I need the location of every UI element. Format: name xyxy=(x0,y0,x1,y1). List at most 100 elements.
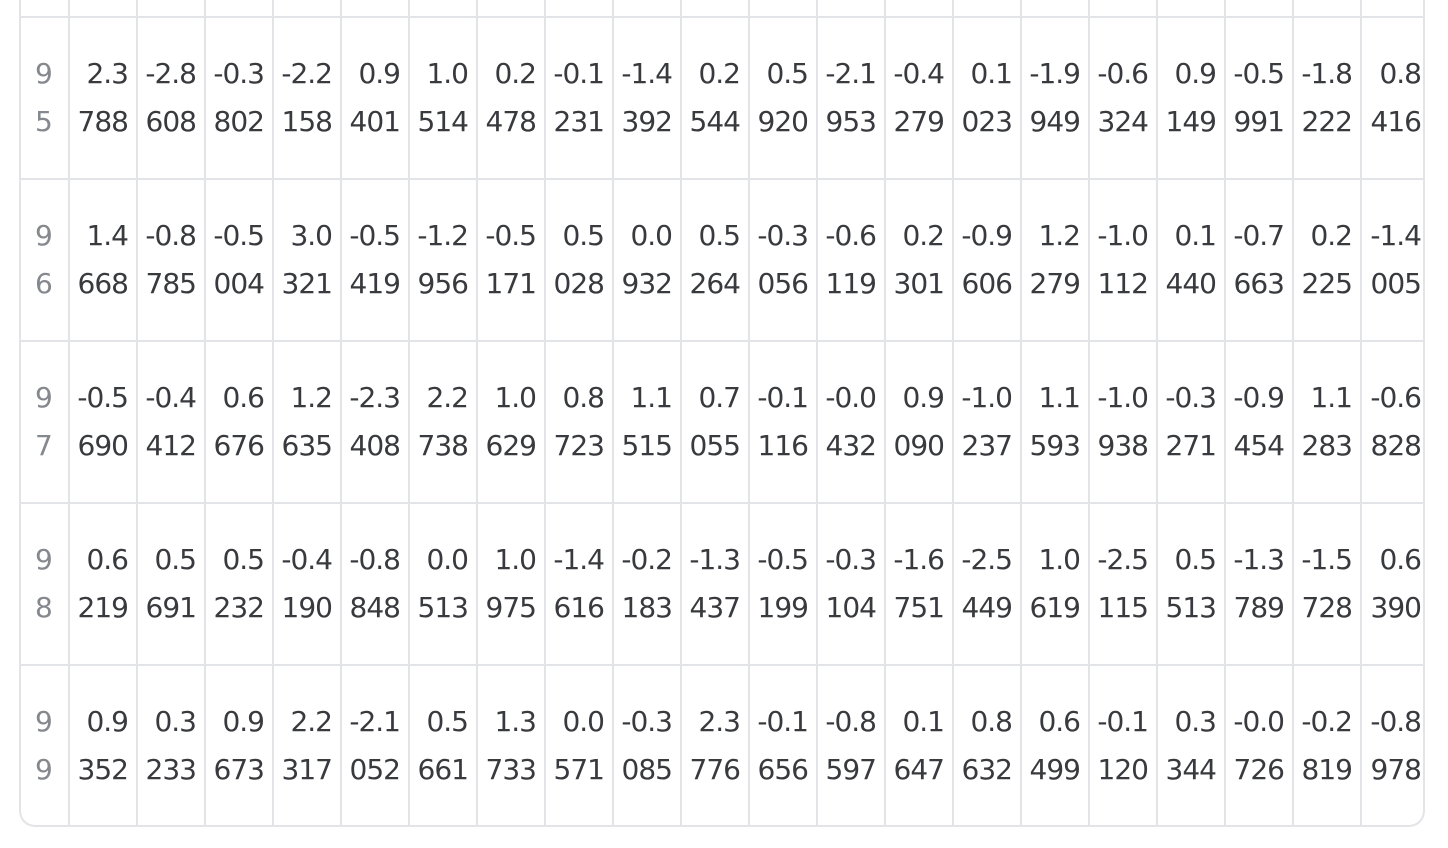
table-cell: -0.8785 xyxy=(137,179,206,342)
table-cell: 0.5028 xyxy=(545,179,614,342)
table-cell: -0.9606 xyxy=(953,179,1022,342)
table-cell: -0.5171 xyxy=(477,179,546,342)
table-cell: -0.4412 xyxy=(137,341,206,504)
table-cell-partial xyxy=(1021,0,1090,18)
table-cell: -1.4616 xyxy=(545,503,614,666)
table-cell: 0.9149 xyxy=(1157,17,1226,180)
table-cell: -0.8978 xyxy=(1370,705,1422,786)
table-row: 98 0.6219 0.5691 0.5232 -0.4190 -0.8848 0.0513… xyxy=(21,503,1423,666)
table-cell: -0.3802 xyxy=(205,17,274,180)
table-cell: 1.1593 xyxy=(1021,341,1090,504)
table-cell: 0.5232 xyxy=(205,503,274,666)
table-row: 95 2.3788 -2.8608 -0.3802 -2.2158 0.9401 1.051… xyxy=(21,17,1423,180)
table-row: 97 -0.5690 -0.4412 0.6676 1.2635 -2.3408 2.273… xyxy=(21,341,1423,504)
table-cell: -1.9949 xyxy=(1021,17,1090,180)
table-cell-partial xyxy=(1361,0,1423,18)
table-cell: -0.7663 xyxy=(1225,179,1294,342)
table-cell-partial xyxy=(69,0,138,18)
table-cell: 3.0321 xyxy=(273,179,342,342)
table-cell-partial xyxy=(21,0,70,18)
table-cell: -0.4279 xyxy=(885,17,954,180)
table-cell: 0.6676 xyxy=(205,341,274,504)
table-cell: 1.0629 xyxy=(477,341,546,504)
table-cell: -0.2183 xyxy=(613,503,682,666)
table-cell: -1.3789 xyxy=(1225,503,1294,666)
table-cell-partial xyxy=(409,0,478,18)
table-cell: 0.5513 xyxy=(1157,503,1226,666)
table-cell: -0.5991 xyxy=(1225,17,1294,180)
table-cell-partial xyxy=(885,0,954,18)
row-index-cell: 98 xyxy=(21,503,70,666)
table-cell: -1.2956 xyxy=(409,179,478,342)
table-cell: 0.7055 xyxy=(681,341,750,504)
table-cell: 0.0513 xyxy=(409,503,478,666)
table-cell: -0.9454 xyxy=(1225,341,1294,504)
table-cell: 0.6499 xyxy=(1021,665,1090,825)
table-cell: 0.2478 xyxy=(477,17,546,180)
table-cell: -0.0432 xyxy=(817,341,886,504)
table-cell: -0.6828 xyxy=(1361,341,1423,504)
table-cell: -0.3104 xyxy=(817,503,886,666)
table-cell: -0.3056 xyxy=(749,179,818,342)
table-cell: 2.2317 xyxy=(273,665,342,825)
table-cell: 0.8632 xyxy=(953,665,1022,825)
table-cell: 0.6219 xyxy=(69,503,138,666)
table-cell: 1.1515 xyxy=(613,341,682,504)
table-cell: 2.2738 xyxy=(409,341,478,504)
table-cell: 0.1440 xyxy=(1157,179,1226,342)
table-cell: -0.5690 xyxy=(69,341,138,504)
table-cell: 0.9673 xyxy=(205,665,274,825)
table-cell: -0.1120 xyxy=(1089,665,1158,825)
table-cell: 0.5920 xyxy=(749,17,818,180)
table-row-partial xyxy=(21,0,1423,18)
table-cell: -2.5115 xyxy=(1089,503,1158,666)
table-cell-partial xyxy=(1225,0,1294,18)
table-cell: 0.2544 xyxy=(681,17,750,180)
table-cell: 1.2279 xyxy=(1021,179,1090,342)
table-cell: -0.5199 xyxy=(749,503,818,666)
table-cell: -2.2158 xyxy=(273,17,342,180)
row-index-cell: 97 xyxy=(21,341,70,504)
table-cell: -1.6751 xyxy=(885,503,954,666)
table-cell-partial xyxy=(1089,0,1158,18)
table-cell: -0.5004 xyxy=(205,179,274,342)
table-cell: 0.3344 xyxy=(1157,665,1226,825)
table-cell: -1.3437 xyxy=(681,503,750,666)
table-cell: 0.6390 xyxy=(1361,503,1423,666)
table-cell: 0.9090 xyxy=(885,341,954,504)
table-cell: 0.9401 xyxy=(341,17,410,180)
table-cell-partial xyxy=(817,0,886,18)
table-cell: -1.5728 xyxy=(1293,503,1362,666)
table-cell: 0.3233 xyxy=(137,665,206,825)
table-cell: -0.8597 xyxy=(817,665,886,825)
table-cell: 0.0571 xyxy=(545,665,614,825)
table-cell: -1.8222 xyxy=(1293,17,1362,180)
table-cell-partial xyxy=(749,0,818,18)
table-cell-partial xyxy=(273,0,342,18)
table-cell: -0.6324 xyxy=(1089,17,1158,180)
table-body: 95 2.3788 -2.8608 -0.3802 -2.2158 0.9401 1.051… xyxy=(21,0,1423,825)
table-cell: 0.5661 xyxy=(409,665,478,825)
table-cell: -1.0938 xyxy=(1089,341,1158,504)
table-cell: 1.3733 xyxy=(477,665,546,825)
table-cell: 2.3776 xyxy=(681,665,750,825)
table-cell: 0.5691 xyxy=(137,503,206,666)
table-cell: 0.5264 xyxy=(681,179,750,342)
table-cell: -0.8848 xyxy=(341,503,410,666)
table-cell: -0.1231 xyxy=(545,17,614,180)
table-cell: -0.0726 xyxy=(1225,665,1294,825)
table-cell: -2.1953 xyxy=(817,17,886,180)
table-cell-partial xyxy=(545,0,614,18)
table-cell-partial xyxy=(205,0,274,18)
table-cell-partial xyxy=(137,0,206,18)
table-cell: 0.1647 xyxy=(885,665,954,825)
table-cell-partial xyxy=(953,0,1022,18)
table-cell: 0.9352 xyxy=(69,665,138,825)
table-cell: 2.3788 xyxy=(69,17,138,180)
table-cell: -2.1052 xyxy=(341,665,410,825)
table-cell-partial xyxy=(341,0,410,18)
row-index-cell: 99 xyxy=(21,665,70,825)
table-cell-partial xyxy=(681,0,750,18)
table-row: 99 0.9352 0.3233 0.9673 2.2317 -2.1052 0.5661 1… xyxy=(21,665,1423,825)
data-table-container: 95 2.3788 -2.8608 -0.3802 -2.2158 0.9401 1.051… xyxy=(19,0,1425,827)
